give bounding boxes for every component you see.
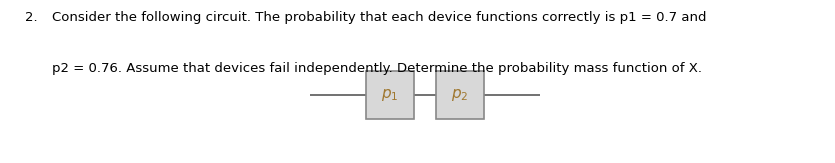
FancyBboxPatch shape bbox=[366, 71, 414, 119]
Text: Consider the following circuit. The probability that each device functions corre: Consider the following circuit. The prob… bbox=[52, 11, 706, 24]
FancyBboxPatch shape bbox=[436, 71, 484, 119]
Text: 2.: 2. bbox=[25, 11, 38, 24]
Text: $p_2$: $p_2$ bbox=[451, 87, 468, 103]
Text: p2 = 0.76. Assume that devices fail independently. Determine the probability mas: p2 = 0.76. Assume that devices fail inde… bbox=[52, 62, 701, 75]
Text: $p_1$: $p_1$ bbox=[382, 87, 399, 103]
